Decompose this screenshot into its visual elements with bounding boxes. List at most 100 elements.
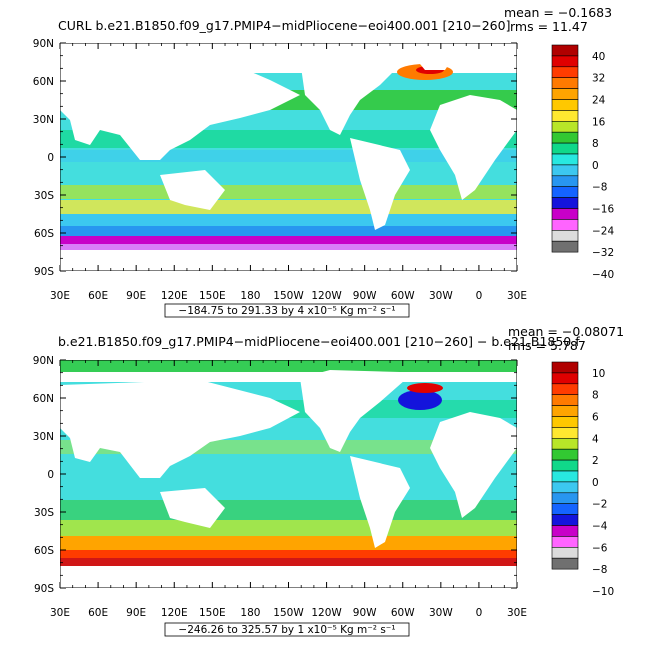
panel-bottom-xtick-label: 120E xyxy=(161,607,188,619)
panel-bottom-xtick-label: 150W xyxy=(273,607,304,619)
panel-bottom-ytick-label: 30S xyxy=(34,507,54,519)
panel-bottom-mean: mean = −0.08071 xyxy=(508,324,624,339)
panel-bottom-colorbar-box xyxy=(551,437,579,450)
panel-bottom-colorbar-label: −6 xyxy=(592,542,608,554)
panel-bottom-colorbar-box xyxy=(551,383,579,395)
panel-bottom-colorbar-box xyxy=(551,546,579,559)
panel-top-land xyxy=(60,45,517,230)
panel-bottom-ytick-label: 30N xyxy=(33,431,54,443)
panel-top-colorbar-box xyxy=(551,66,579,79)
panel-top-colorbar-box xyxy=(551,197,579,209)
panel-top-ytick-label: 30S xyxy=(34,190,54,202)
panel-top-colorbar-box xyxy=(551,44,579,57)
panel-bottom-colorbar-box xyxy=(551,481,579,494)
panel-bottom-land xyxy=(60,370,517,548)
panel-bottom-rms: rms = 5.787 xyxy=(508,338,586,353)
panel-top-colorbar-box xyxy=(551,99,579,111)
panel-top-colorbar-box xyxy=(551,88,579,100)
panel-bottom-colorbar-label: 4 xyxy=(592,433,599,445)
panel-bottom-xtick-label: 150E xyxy=(199,607,226,619)
panel-bottom-xtick-label: 90E xyxy=(126,607,146,619)
panel-bottom-colorbar-label: 6 xyxy=(592,412,599,424)
panel-bottom-colorbar-box xyxy=(551,525,579,537)
panel-top-title: CURL b.e21.B1850.f09_g17.PMIP4−midPlioce… xyxy=(58,18,510,33)
panel-bottom-colorbar-label: −8 xyxy=(592,564,607,576)
panel-bottom-colorbar-label: −4 xyxy=(592,521,608,533)
panel-bottom-ytick-label: 0 xyxy=(47,469,54,481)
panel-top-mean: mean = −0.1683 xyxy=(504,5,612,20)
panel-bottom-colorbar: 10 8 6 4 2 0 −2 −4 −6 −8 −10 xyxy=(551,361,614,598)
panel-top-ytick-label: 60S xyxy=(34,228,54,240)
panel-bottom-xtick-label: 60W xyxy=(391,607,415,619)
panel-bottom-colorbar-box xyxy=(551,361,579,374)
panel-top-colorbar-box xyxy=(551,77,579,89)
panel-top-range: −184.75 to 291.33 by 4 x10⁻⁵ Kg m⁻² s⁻¹ xyxy=(178,305,395,317)
panel-bottom-ytick-label: 60S xyxy=(34,545,54,557)
panel-top-colorbar-box xyxy=(551,164,579,177)
panel-bottom-colorbar-label: 0 xyxy=(592,477,599,489)
panel-top-ytick-label: 0 xyxy=(47,152,54,164)
panel-top-colorbar-box xyxy=(551,208,579,220)
panel-top-colorbar-label: −16 xyxy=(592,204,614,216)
panel-top-colorbar-label: 24 xyxy=(592,95,606,107)
panel-bottom-colorbar-box xyxy=(551,372,579,385)
panel-bottom-yticks: 90N 60N 30N 0 30S 60S 90S xyxy=(33,355,517,595)
panel-top-colorbar-label: 8 xyxy=(592,138,599,150)
panel-top-colorbar-label: −32 xyxy=(592,247,614,259)
panel-top-colorbar-label: −24 xyxy=(592,225,614,237)
panel-top-colorbar-label: −40 xyxy=(592,269,614,281)
panel-bottom: b.e21.B1850.f09_g17.PMIP4−midPliocene−eo… xyxy=(33,324,624,637)
panel-bottom-xtick-label: 30W xyxy=(429,607,453,619)
panel-bottom-colorbar-box xyxy=(551,536,579,548)
panel-top-colorbar-label: 16 xyxy=(592,116,606,128)
panel-top-colorbar-box xyxy=(551,186,579,198)
panel-top-rms: rms = 11.47 xyxy=(510,19,588,34)
panel-top-xtick-label: 60W xyxy=(391,290,415,302)
panel-top-xtick-label: 120W xyxy=(311,290,342,302)
panel-top-ytick-label: 90N xyxy=(33,38,54,50)
panel-top-colorbar-box xyxy=(551,131,579,144)
panel-bottom-xtick-label: 30E xyxy=(507,607,527,619)
panel-top-colorbar-box xyxy=(551,230,579,242)
panel-top-ytick-label: 60N xyxy=(33,76,54,88)
panel-bottom-colorbar-label: 10 xyxy=(592,368,605,380)
panel-top-colorbar-box xyxy=(551,175,579,188)
panel-top-colorbar-label: 32 xyxy=(592,73,605,85)
panel-bottom-ytick-label: 60N xyxy=(33,393,54,405)
panel-top-colorbar-box xyxy=(551,219,579,231)
panel-top-colorbar-label: 0 xyxy=(592,160,599,172)
panel-bottom-xtick-label: 120W xyxy=(311,607,342,619)
panel-top-colorbar-box xyxy=(551,121,579,133)
panel-top-xtick-label: 150E xyxy=(199,290,226,302)
panel-top-colorbar-box xyxy=(551,110,579,122)
panel-top-colorbar-label: −8 xyxy=(592,182,607,194)
panel-bottom-colorbar-box xyxy=(551,492,579,504)
panel-bottom-colorbar-box xyxy=(551,503,579,515)
panel-bottom-colorbar-box xyxy=(551,448,579,461)
panel-bottom-colorbar-label: 8 xyxy=(592,390,599,402)
panel-bottom-colorbar-box xyxy=(551,427,579,439)
panel-top-ytick-label: 90S xyxy=(34,266,54,278)
panel-bottom-xtick-label: 30E xyxy=(50,607,70,619)
panel-bottom-range: −246.26 to 325.57 by 1 x10⁻⁵ Kg m⁻² s⁻¹ xyxy=(178,624,395,636)
panel-bottom-colorbar-label: −10 xyxy=(592,586,614,598)
panel-top-colorbar-box xyxy=(551,240,579,253)
panel-bottom-xtick-label: 60E xyxy=(88,607,108,619)
panel-bottom-xticks: 30E 60E 90E 120E 150E 180 150W 120W 90W 60W 30W 0 30… xyxy=(50,360,527,619)
panel-top-colorbar-label: 40 xyxy=(592,51,605,63)
panel-bottom-colorbar-label: −2 xyxy=(592,499,607,511)
panel-top-xtick-label: 150W xyxy=(273,290,304,302)
panel-bottom-colorbar-box xyxy=(551,514,579,526)
panel-bottom-colorbar-label: 2 xyxy=(592,455,599,467)
panel-bottom-colorbar-box xyxy=(551,459,579,472)
panel-top: CURL b.e21.B1850.f09_g17.PMIP4−midPlioce… xyxy=(33,5,614,318)
panel-top-xtick-label: 0 xyxy=(476,290,483,302)
panel-top-colorbar-box xyxy=(551,142,579,155)
panel-bottom-ytick-label: 90N xyxy=(33,355,54,367)
panel-top-xtick-label: 90E xyxy=(126,290,146,302)
panel-bottom-colorbar-box xyxy=(551,557,579,570)
panel-bottom-colorbar-box xyxy=(551,470,579,483)
panel-top-yticks: 90N 60N 30N 0 30S 60S 90S xyxy=(33,38,517,278)
panel-bottom-map xyxy=(60,360,517,588)
